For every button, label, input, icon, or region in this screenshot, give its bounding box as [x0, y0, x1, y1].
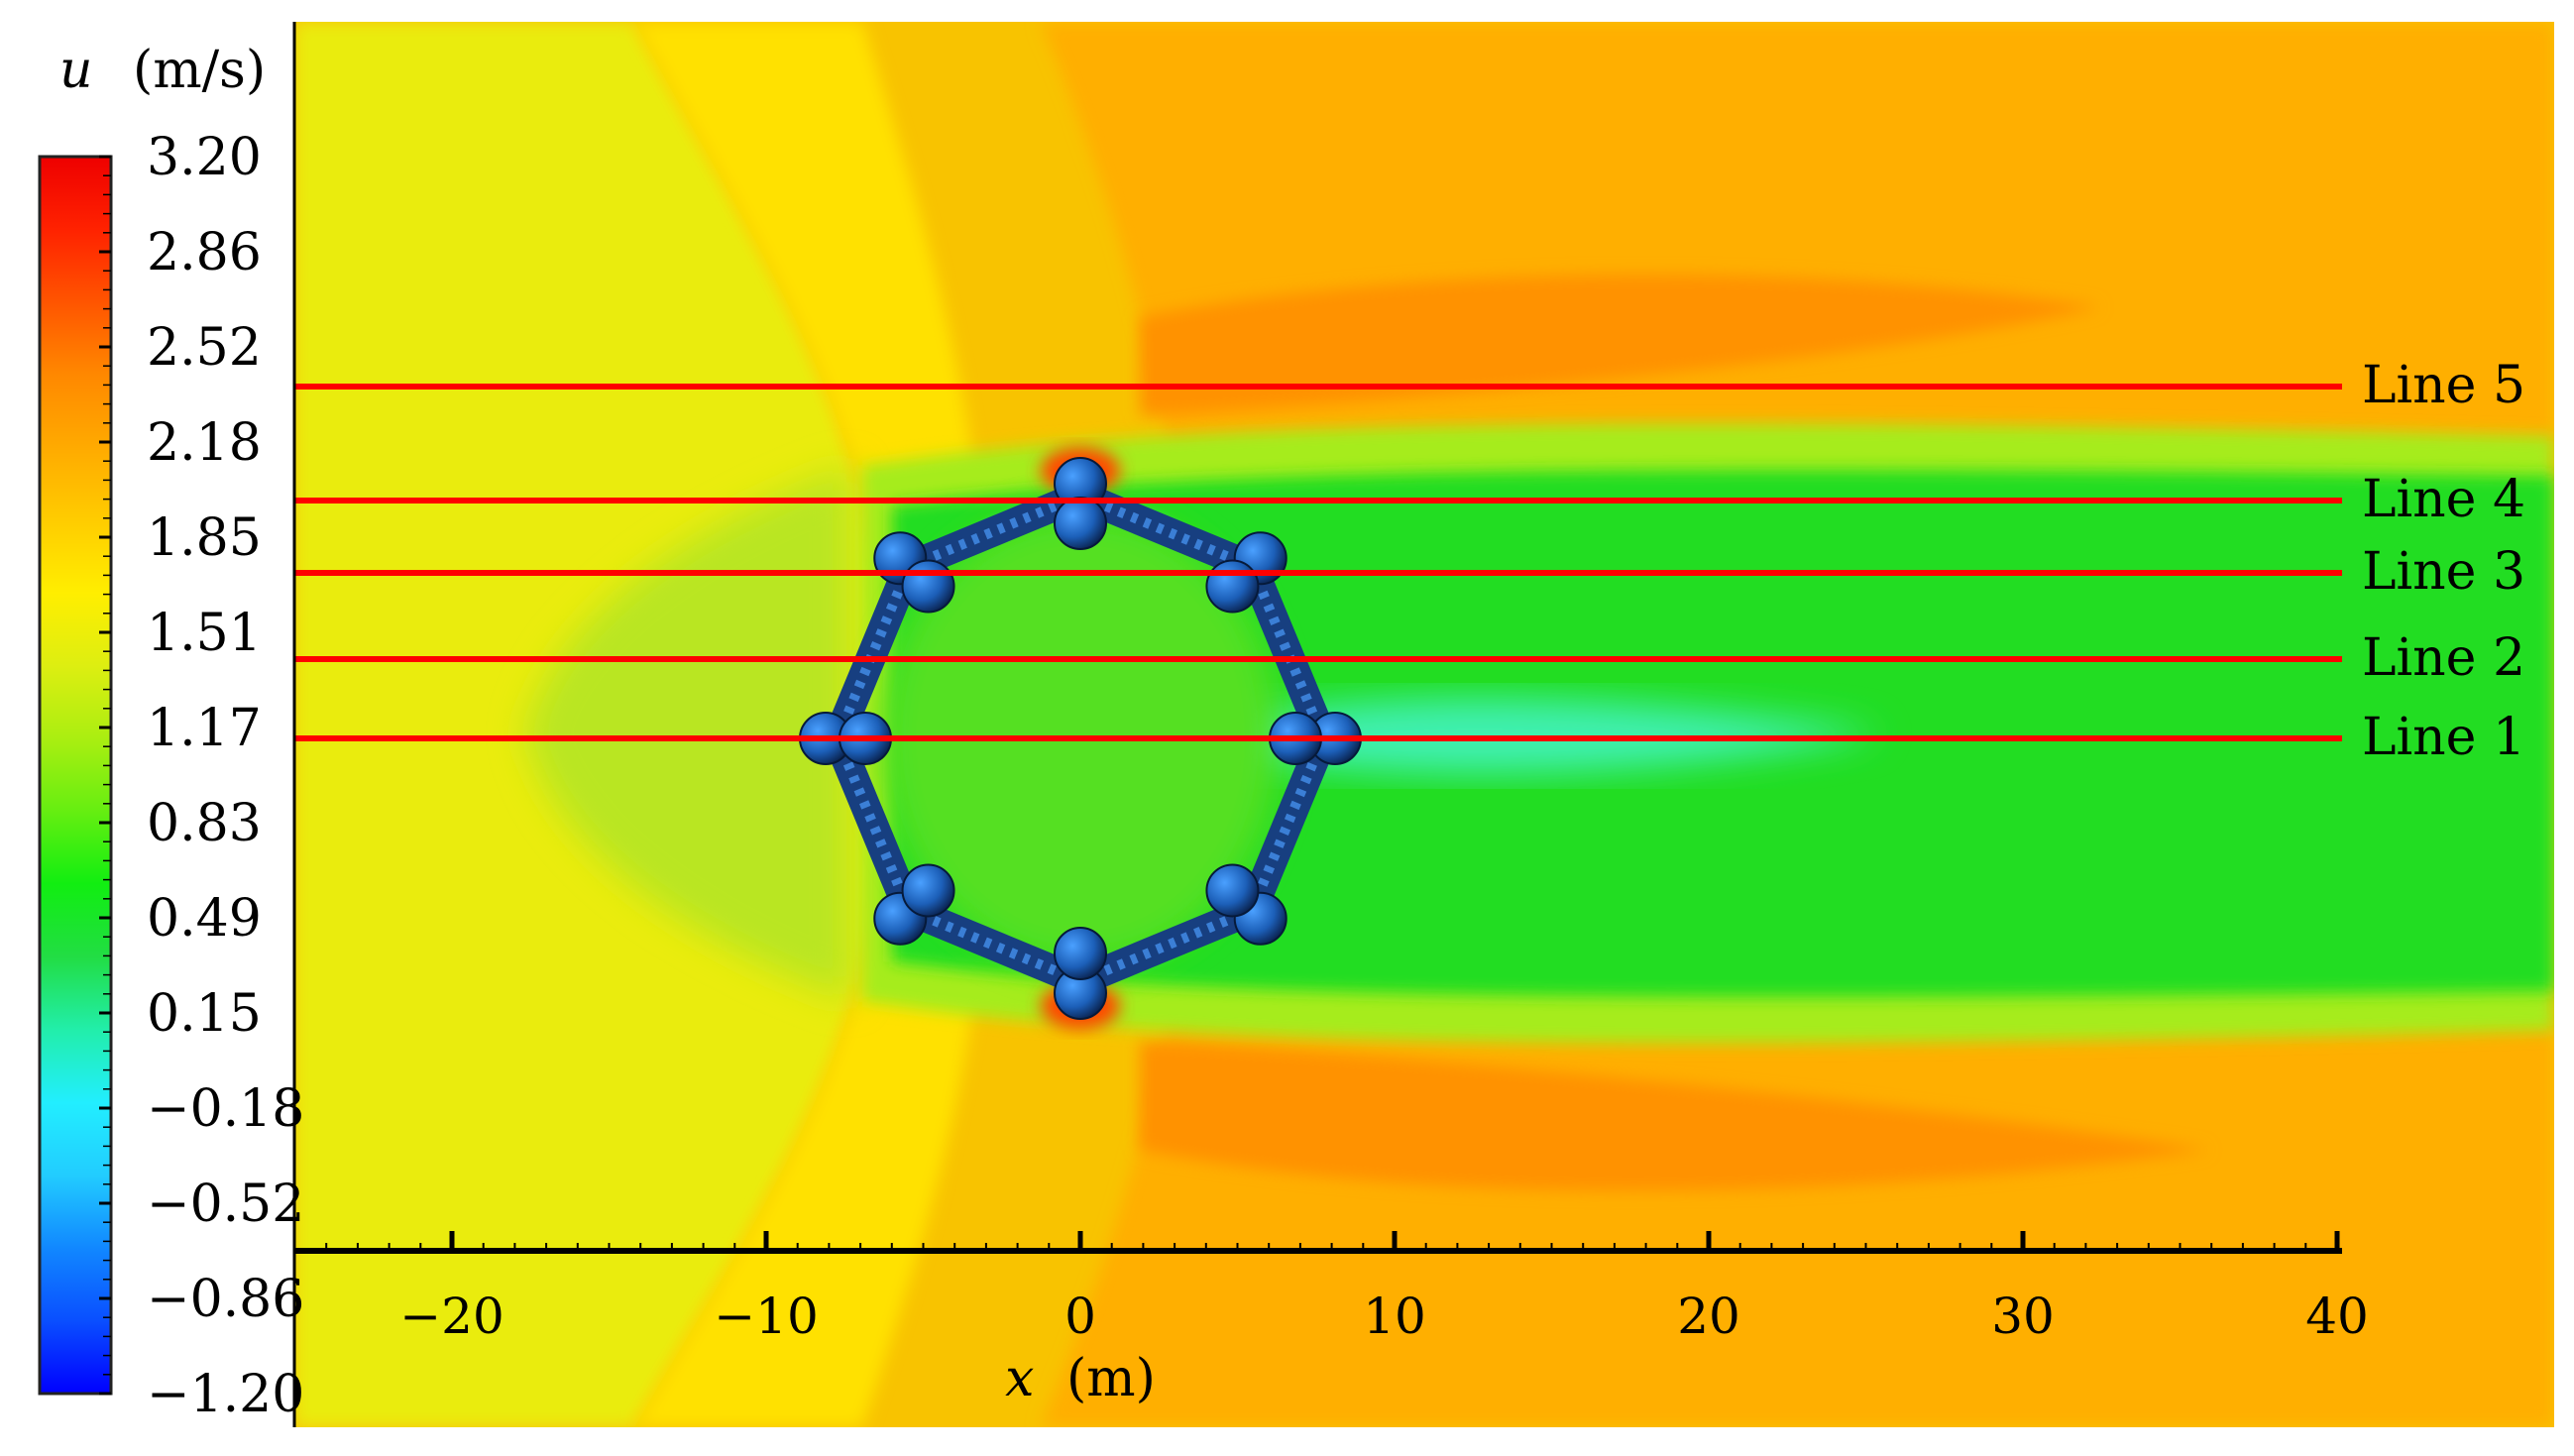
x-axis-unit: (m) — [1066, 1349, 1156, 1408]
measurement-line-label: Line 2 — [2362, 628, 2525, 688]
colorbar-tick-label: −0.86 — [147, 1270, 304, 1329]
colorbar-tick-label: 3.20 — [147, 128, 262, 187]
upstream-green-cushion — [525, 466, 852, 1001]
x-tick-label: 10 — [1363, 1288, 1426, 1345]
colorbar-tick-label: −1.20 — [147, 1365, 304, 1424]
measurement-line-label: Line 4 — [2362, 470, 2525, 529]
colorbar-gradient — [38, 155, 113, 1396]
colorbar-tick-label: 2.86 — [147, 223, 262, 282]
x-axis-symbol: x — [1005, 1349, 1034, 1408]
structure-truss — [1247, 736, 1328, 913]
colorbar-ticks: 3.20 2.86 2.52 2.18 1.85 1.51 1.17 0.83 0.49 0.15… — [99, 128, 304, 1424]
colorbar-tick-label: 2.18 — [147, 413, 262, 473]
floater-inner — [901, 863, 955, 918]
structure-truss — [1078, 491, 1255, 572]
x-axis: −20 −10 0 10 20 30 40 — [293, 1231, 2369, 1345]
colorbar-unit: (m/s) — [133, 41, 266, 100]
floater-inner — [1205, 559, 1260, 614]
velocity-field — [294, 22, 2554, 1427]
x-tick-label: −20 — [399, 1288, 504, 1345]
structure-truss — [906, 491, 1082, 572]
colorbar-tick-label: 1.51 — [147, 604, 262, 663]
x-tick-label: 40 — [2305, 1288, 2369, 1345]
colorbar: u (m/s) 3.20 2.86 2.52 2.18 1.85 1.51 1.17 0.83… — [38, 41, 304, 1424]
measurement-line-label: Line 5 — [2362, 356, 2525, 415]
x-tick-label: −10 — [714, 1288, 819, 1345]
colorbar-tick-label: 0.49 — [147, 889, 262, 949]
lower-wake-streak — [1140, 1041, 2210, 1191]
x-tick-label: 30 — [1991, 1288, 2055, 1345]
floater-inner — [1054, 927, 1107, 980]
colorbar-symbol: u — [59, 41, 93, 100]
colorbar-tick-label: −0.18 — [147, 1079, 304, 1139]
upper-wake-streak — [1140, 275, 2101, 416]
x-tick-label: 0 — [1064, 1288, 1096, 1345]
svg-text:x (m): x (m) — [1005, 1349, 1156, 1408]
colorbar-tick-label: 0.83 — [147, 794, 262, 853]
colorbar-tick-label: 1.17 — [147, 699, 262, 758]
structure-truss — [1247, 564, 1328, 740]
octagonal-structure — [799, 457, 1362, 1020]
colorbar-tick-label: 0.15 — [147, 984, 262, 1044]
structure-truss — [1078, 905, 1255, 986]
floater-inner — [1205, 863, 1260, 918]
colorbar-tick-label: 2.52 — [147, 318, 262, 378]
field-yellow-band — [634, 22, 991, 1427]
structure-truss — [906, 905, 1082, 986]
floater-inner — [901, 559, 955, 614]
x-tick-label: 20 — [1677, 1288, 1740, 1345]
colorbar-tick-label: −0.52 — [147, 1175, 304, 1234]
structure-truss — [833, 564, 914, 740]
measurement-line-label: Line 1 — [2362, 708, 2525, 767]
structure-truss — [833, 736, 914, 913]
colorbar-title: u (m/s) — [59, 41, 266, 100]
measurement-lines: Line 5 Line 4 Line 3 Line 2 Line 1 — [294, 356, 2525, 767]
x-axis-title: x (m) — [1005, 1349, 1156, 1408]
colorbar-tick-label: 1.85 — [147, 508, 262, 568]
floater-inner — [1054, 497, 1107, 550]
measurement-line-label: Line 3 — [2362, 542, 2525, 602]
